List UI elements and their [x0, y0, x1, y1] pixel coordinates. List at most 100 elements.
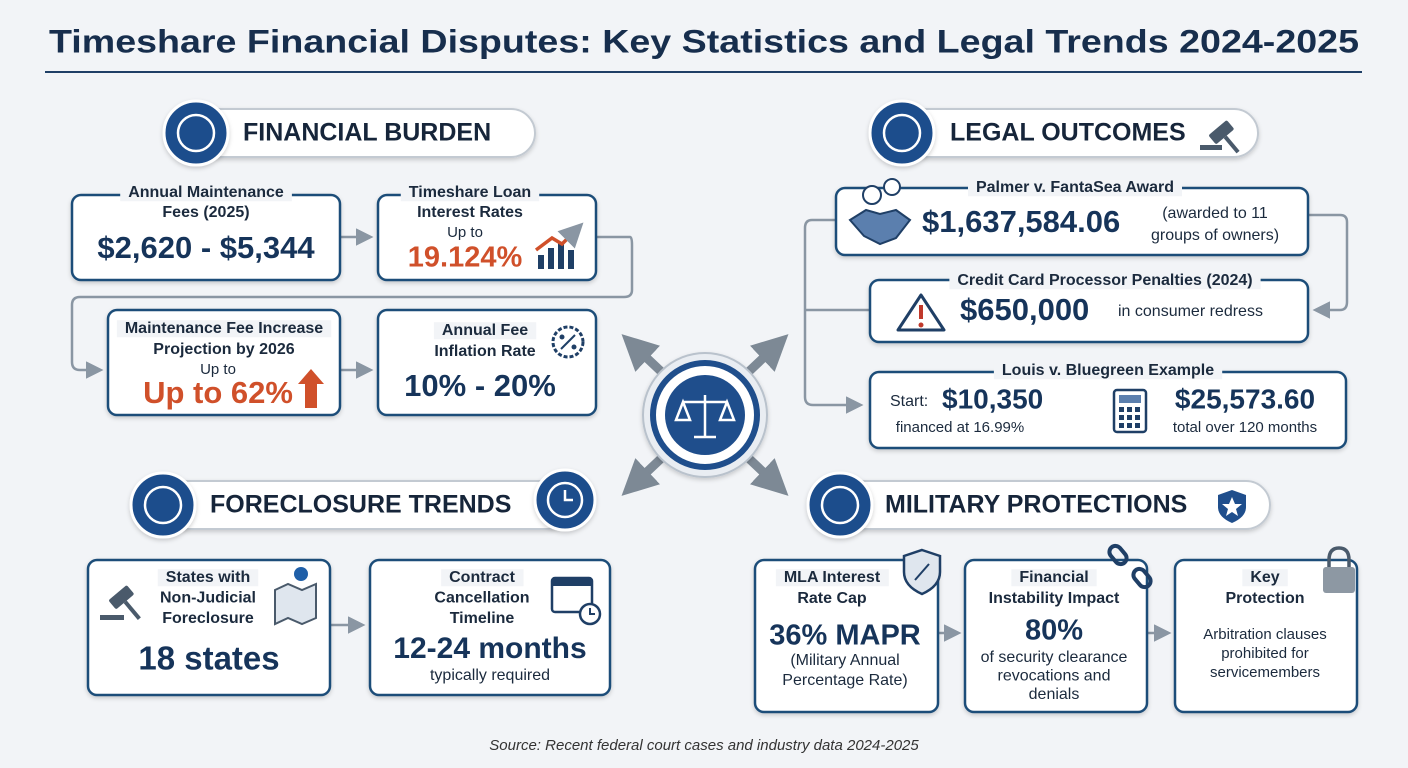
card: [368, 558, 612, 697]
label-backdrop: [1011, 569, 1097, 587]
label: Annual Fee: [442, 322, 528, 339]
icons-part-part: [1119, 423, 1124, 428]
label-backdrop: [1242, 569, 1288, 587]
icons-part-part: [1209, 120, 1234, 144]
value: Up to 62%: [143, 375, 293, 410]
icons-part: [1119, 395, 1141, 403]
label: Contract: [449, 569, 515, 586]
label: Foreclosure: [162, 610, 254, 627]
note: of security clearance: [981, 649, 1128, 666]
icons-part: [546, 481, 584, 519]
prefix: Up to: [200, 361, 236, 378]
note: denials: [1029, 686, 1080, 703]
value: 36% MAPR: [769, 620, 921, 652]
section-heading: FINANCIAL BURDEN: [243, 119, 491, 147]
icons-part-part: [1135, 423, 1140, 428]
icons-part-part: [538, 255, 544, 269]
label: Timeline: [450, 610, 515, 627]
note: Percentage Rate): [782, 672, 907, 689]
label: Cancellation: [434, 590, 529, 607]
section-icon-ring: [882, 113, 922, 153]
center-hub-part-part: [674, 398, 692, 422]
note: revocations and: [998, 668, 1111, 685]
icons-part: [571, 344, 577, 350]
value: $25,573.60: [1175, 383, 1315, 414]
value: $10,350: [942, 383, 1043, 414]
icons-part-part: [1127, 407, 1132, 412]
icons-part: [914, 563, 930, 581]
section-heading: LEGAL OUTCOMES: [950, 119, 1186, 147]
label: Protection: [1225, 590, 1304, 607]
card: [753, 558, 940, 714]
icons-part: [1200, 145, 1222, 150]
icons-part: [563, 490, 573, 502]
icons-part-part: [1127, 423, 1132, 428]
icons-part: [109, 585, 141, 620]
icons-part: [274, 582, 317, 626]
label: Key: [1250, 569, 1279, 586]
note: total over 120 months: [1173, 419, 1317, 436]
title: Timeshare Financial Disputes: Key Statis…: [49, 23, 1359, 59]
label-backdrop: [400, 184, 540, 202]
icons-part-part: [558, 242, 564, 269]
note: Arbitration clauses: [1203, 626, 1326, 643]
label: MLA Interest: [784, 569, 881, 586]
icons-part-part: [548, 248, 554, 269]
card: [86, 558, 332, 697]
note: Start:: [890, 393, 928, 410]
icons-part: [1119, 407, 1140, 428]
icons-part-part: [1107, 543, 1129, 567]
icons-part: [560, 334, 576, 350]
value: $650,000: [960, 292, 1089, 327]
section-heading: FORECLOSURE TRENDS: [210, 491, 511, 519]
label: Credit Card Processor Penalties (2024): [957, 272, 1252, 289]
note: financed at 16.99%: [896, 419, 1024, 436]
icons-part: [559, 334, 565, 340]
note: (Military Annual: [790, 652, 899, 669]
label-backdrop: [775, 569, 889, 587]
icons-part: [862, 185, 882, 205]
icons-part: [1209, 120, 1240, 154]
label: Rate Cap: [797, 590, 867, 607]
note: prohibited for: [1221, 645, 1309, 662]
icons-part: [294, 567, 308, 581]
section-heading: MILITARY PROTECTIONS: [885, 491, 1187, 519]
icons-part-part: [1135, 415, 1140, 420]
icons-part: [538, 242, 574, 269]
label: Annual Maintenance: [128, 184, 284, 201]
prefix: Up to: [447, 224, 483, 241]
section-icon: [806, 471, 874, 539]
icons-part-part: [1119, 407, 1124, 412]
value: 18 states: [138, 640, 279, 677]
label-backdrop: [993, 362, 1223, 380]
section-icon: [868, 99, 936, 167]
value: $2,620 - $5,344: [97, 230, 315, 265]
icons-part: [1323, 567, 1355, 593]
icons-part: [551, 325, 585, 359]
value: 19.124%: [408, 242, 523, 274]
value: 10% - 20%: [404, 368, 556, 403]
label-backdrop: [949, 272, 1261, 290]
label-backdrop: [120, 184, 292, 202]
section-icon-ring: [820, 485, 860, 525]
label: Inflation Rate: [434, 343, 535, 360]
label-backdrop: [157, 569, 259, 587]
icons-part-part: [1223, 135, 1240, 154]
icons-part: [534, 222, 584, 252]
label: Financial: [1019, 569, 1088, 586]
center-hub-part: [674, 395, 736, 439]
icons-part: [1222, 497, 1242, 516]
label: Timeshare Loan: [409, 184, 531, 201]
label-backdrop: [441, 569, 524, 587]
connectors-part: [803, 218, 864, 414]
value: 12-24 months: [393, 632, 586, 665]
value: $1,637,584.06: [922, 204, 1120, 239]
label: Instability Impact: [989, 590, 1120, 607]
icons-part-part: [1127, 415, 1132, 420]
center-hub: [621, 334, 789, 496]
connectors-part: [1308, 213, 1349, 319]
section-icon-ring: [143, 485, 183, 525]
icons-part-part: [123, 600, 141, 620]
label: States with: [166, 569, 250, 586]
